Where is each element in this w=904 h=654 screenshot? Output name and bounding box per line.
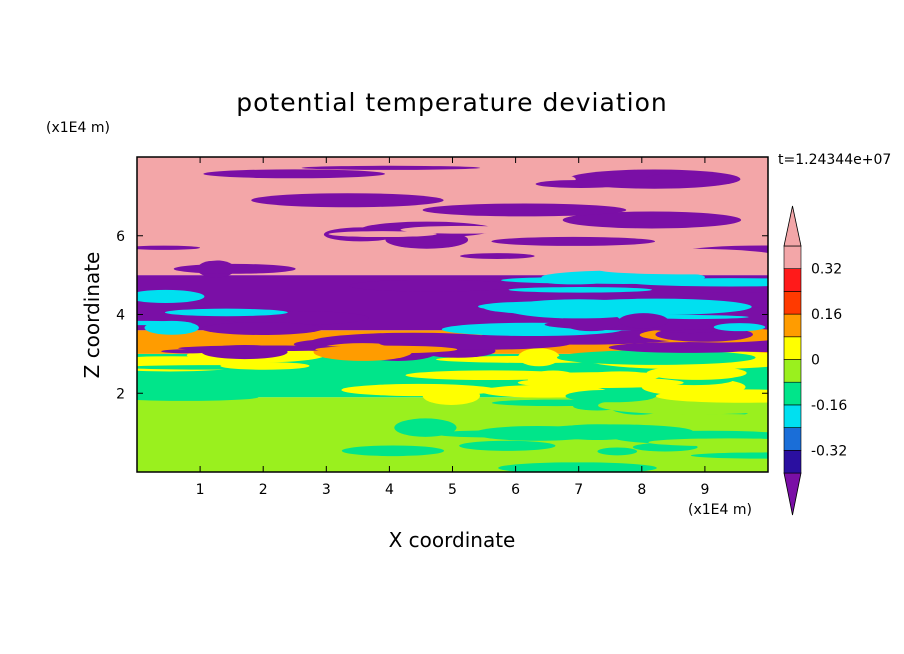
field-streak	[659, 463, 762, 472]
colorbar-label: 0.16	[811, 307, 842, 323]
field-streak	[137, 399, 182, 407]
x-tick-label: 4	[385, 482, 394, 498]
field-streak	[556, 350, 756, 365]
field-streak	[508, 287, 652, 293]
field-streak	[153, 438, 219, 445]
field-streak	[424, 258, 474, 264]
field-streak	[618, 313, 669, 329]
colorbar-segment	[783, 449, 802, 474]
field-streak	[646, 366, 747, 380]
field-streak	[478, 301, 613, 312]
field-streak	[655, 389, 768, 403]
field-streak	[273, 428, 421, 437]
field-streak	[164, 308, 288, 317]
field-streak	[341, 383, 497, 397]
colorbar-segment	[783, 381, 802, 406]
colorbar-segment	[783, 268, 802, 292]
colorbar-label: -0.32	[811, 443, 847, 459]
chart-title: potential temperature deviation	[236, 88, 668, 117]
x-tick-label: 7	[574, 482, 583, 498]
field-streak	[251, 193, 444, 208]
field-streak	[588, 248, 768, 264]
colorbar-extend-low	[783, 472, 802, 516]
field-streak	[713, 323, 766, 332]
field-streak	[645, 172, 721, 186]
x-tick-label: 6	[511, 482, 520, 498]
contour-field	[137, 157, 768, 472]
field-streak	[156, 373, 369, 394]
x-tick-label: 3	[322, 482, 331, 498]
colorbar-label: -0.16	[811, 398, 847, 414]
colorbar-segment	[783, 336, 802, 360]
field-streak	[459, 253, 535, 259]
field-streak	[597, 447, 638, 456]
field-streak	[690, 452, 768, 459]
field-streak	[137, 246, 244, 263]
field-streak	[341, 445, 445, 457]
field-streak	[565, 389, 657, 403]
time-label: t=1.24344e+07	[778, 152, 892, 168]
field-streak	[491, 236, 656, 246]
x-tick-label: 2	[259, 482, 268, 498]
field-streak	[315, 345, 458, 354]
x-tick-label: 8	[637, 482, 646, 498]
colorbar: 0.32 0.16 0 -0.16 -0.32	[783, 205, 847, 516]
field-streak	[137, 289, 205, 303]
axes: 1 2 3 4 5 6 7 8 9 2 4 6	[116, 157, 768, 498]
field-streak	[459, 440, 556, 451]
field-streak	[643, 413, 768, 428]
field-streak	[400, 225, 527, 234]
field-streak	[178, 345, 358, 352]
field-streak	[203, 169, 385, 179]
y-tick-label: 4	[116, 308, 125, 324]
field-streak	[144, 320, 199, 335]
field-streak	[301, 165, 481, 170]
field-streak	[598, 265, 768, 275]
field-streak	[608, 342, 768, 353]
colorbar-segment	[783, 359, 802, 383]
colorbar-label: 0.32	[811, 262, 842, 278]
field-streak	[173, 263, 296, 274]
x-tick-label: 1	[196, 482, 205, 498]
field-streak	[224, 332, 306, 344]
field-streak	[349, 279, 516, 292]
field-streak	[161, 349, 215, 354]
field-streak	[498, 462, 657, 472]
colorbar-extend-high	[783, 205, 802, 247]
x-axis-unit: (x1E4 m)	[688, 502, 752, 518]
field-streak	[137, 393, 259, 401]
colorbar-segment	[783, 313, 802, 338]
field-streak	[201, 322, 323, 335]
colorbar-label: 0	[811, 353, 820, 369]
colorbar-segment	[783, 404, 802, 428]
field-streak	[527, 370, 579, 387]
field-streak	[137, 245, 201, 250]
field-streak	[623, 186, 749, 204]
colorbar-segment	[783, 245, 802, 270]
field-streak	[328, 231, 437, 238]
field-streak	[394, 418, 457, 437]
field-streak	[648, 438, 768, 447]
colorbar-segment	[783, 427, 802, 451]
y-tick-label: 6	[116, 229, 125, 245]
y-axis-unit: (x1E4 m)	[46, 120, 110, 136]
y-tick-label: 2	[116, 386, 125, 402]
field-streak	[473, 425, 601, 441]
field-streak	[535, 179, 626, 188]
field-streak	[562, 211, 742, 229]
x-tick-label: 9	[700, 482, 709, 498]
field-streak	[422, 203, 627, 217]
colorbar-segment	[783, 291, 802, 315]
x-axis-label: X coordinate	[388, 528, 516, 552]
x-tick-label: 5	[448, 482, 457, 498]
field-streak	[220, 362, 310, 370]
